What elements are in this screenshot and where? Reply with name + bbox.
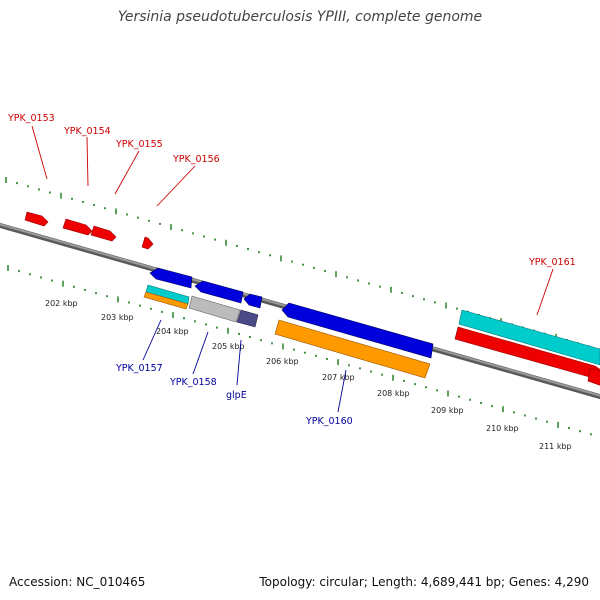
cds-feature[interactable] (281, 302, 434, 359)
label-leader-line (31, 125, 48, 180)
label-leader-line (337, 369, 347, 413)
cds-feature[interactable] (141, 236, 154, 250)
gene-label[interactable]: YPK_0155 (115, 139, 163, 150)
cds-feature[interactable] (194, 280, 244, 304)
gene-label[interactable]: YPK_0160 (305, 416, 353, 427)
label-leader-line (536, 268, 554, 316)
cds-feature[interactable] (24, 211, 49, 227)
label-leader-line (114, 150, 140, 195)
scale-label: 210 kbp (486, 424, 519, 433)
forward-gene-labels: YPK_0153 YPK_0154 YPK_0155 YPK_0156 YPK_… (7, 113, 576, 316)
cds-feature[interactable] (458, 309, 600, 366)
forward-tick-track (5, 177, 600, 351)
cds-feature[interactable] (243, 293, 263, 309)
cds-feature[interactable] (236, 309, 259, 328)
label-leader-line (142, 319, 162, 361)
scale-label: 204 kbp (156, 327, 189, 336)
gene-label[interactable]: glpE (226, 390, 247, 401)
label-leader-line (192, 331, 209, 375)
gene-label[interactable]: YPK_0157 (115, 363, 163, 374)
cds-feature[interactable] (90, 225, 117, 242)
gene-label[interactable]: YPK_0156 (172, 154, 220, 165)
reverse-cds-group (143, 267, 434, 379)
map-title: Yersinia pseudotuberculosis YPIII, compl… (117, 9, 483, 25)
cds-feature[interactable] (274, 319, 431, 379)
scale-label: 208 kbp (377, 389, 410, 398)
scale-label: 207 kbp (322, 373, 355, 382)
accession-text: Accession: NC_010465 (9, 575, 146, 589)
cds-feature[interactable] (62, 218, 93, 236)
gene-label[interactable]: YPK_0158 (169, 377, 217, 388)
reverse-tick-track (7, 265, 592, 436)
label-leader-line (156, 165, 196, 207)
topology-text: Topology: circular; Length: 4,689,441 bp… (259, 575, 589, 589)
scale-label: 211 kbp (539, 442, 572, 451)
scale-label: 206 kbp (266, 357, 299, 366)
label-leader-line (86, 136, 89, 187)
gene-label[interactable]: YPK_0154 (63, 126, 111, 137)
reverse-gene-labels: YPK_0157 YPK_0158 glpE YPK_0160 (115, 319, 353, 427)
gene-label[interactable]: YPK_0153 (7, 113, 55, 124)
cds-feature[interactable] (149, 267, 193, 289)
forward-cds-group (24, 211, 600, 386)
scale-label: 202 kbp (45, 299, 78, 308)
cds-feature[interactable] (143, 291, 189, 310)
cds-feature[interactable] (188, 295, 241, 323)
label-leader-line (236, 339, 242, 386)
gene-label[interactable]: YPK_0161 (528, 257, 576, 268)
scale-labels: 202 kbp 203 kbp 204 kbp 205 kbp 206 kbp … (45, 299, 572, 451)
scale-label: 205 kbp (212, 342, 245, 351)
cds-feature[interactable] (587, 367, 600, 386)
scale-label: 209 kbp (431, 406, 464, 415)
cds-feature[interactable] (454, 326, 600, 381)
scale-label: 203 kbp (101, 313, 134, 322)
